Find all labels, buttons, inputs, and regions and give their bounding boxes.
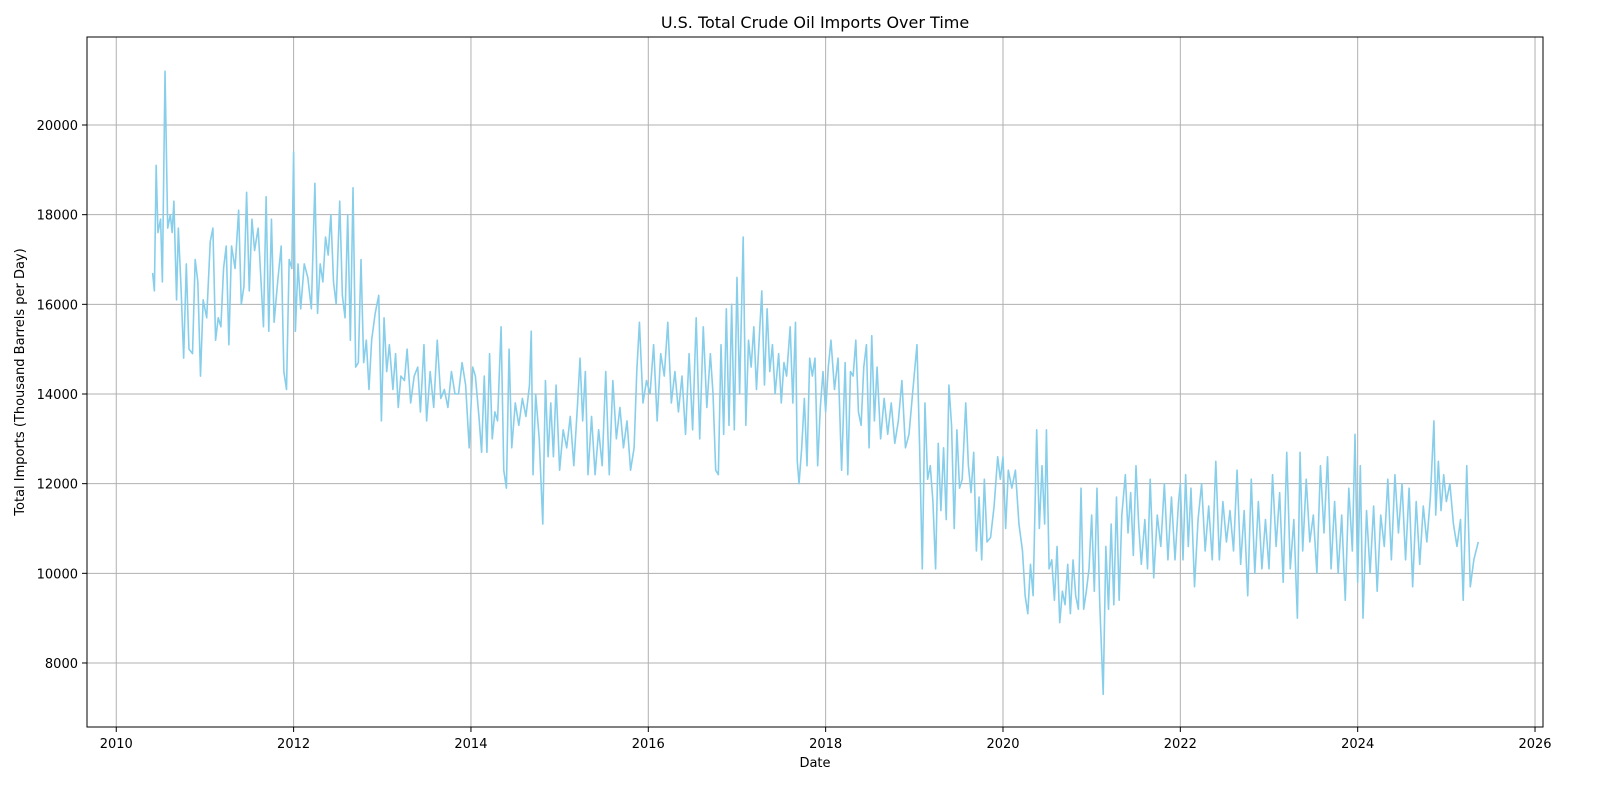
data-line bbox=[151, 70, 1480, 696]
plot-frame bbox=[86, 36, 1544, 728]
y-axis-label: Total Imports (Thousand Barrels per Day) bbox=[13, 248, 28, 516]
y-tick-label: 18000 bbox=[37, 209, 78, 224]
x-tick-label: 2024 bbox=[1341, 737, 1374, 752]
y-tick-label: 20000 bbox=[37, 119, 78, 134]
x-tick-label: 2020 bbox=[986, 737, 1019, 752]
y-tick-label: 8000 bbox=[45, 657, 78, 672]
y-tick-label: 14000 bbox=[37, 388, 78, 403]
x-tick-label: 2012 bbox=[277, 737, 310, 752]
x-tick-label: 2022 bbox=[1164, 737, 1197, 752]
y-tick-label: 12000 bbox=[37, 478, 78, 493]
x-tick-label: 2026 bbox=[1518, 737, 1551, 752]
x-tick-label: 2016 bbox=[632, 737, 665, 752]
x-axis-label: Date bbox=[799, 756, 830, 771]
x-tick-label: 2018 bbox=[809, 737, 842, 752]
x-tick-label: 2010 bbox=[100, 737, 133, 752]
y-tick-label: 10000 bbox=[37, 567, 78, 582]
x-tick-label: 2014 bbox=[454, 737, 487, 752]
chart-title: U.S. Total Crude Oil Imports Over Time bbox=[661, 13, 969, 32]
y-tick-label: 16000 bbox=[37, 298, 78, 313]
